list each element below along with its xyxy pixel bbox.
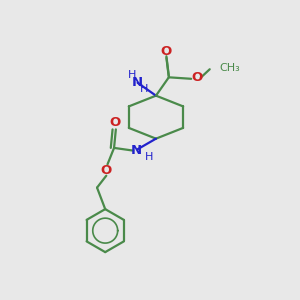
Text: O: O xyxy=(191,71,202,84)
Text: O: O xyxy=(109,116,121,129)
Text: H: H xyxy=(128,70,136,80)
Text: N: N xyxy=(132,76,143,89)
Text: O: O xyxy=(101,164,112,177)
Text: O: O xyxy=(161,45,172,58)
Text: H: H xyxy=(140,84,148,94)
Text: N: N xyxy=(130,144,142,157)
Text: H: H xyxy=(145,152,153,162)
Text: CH₃: CH₃ xyxy=(219,63,240,73)
